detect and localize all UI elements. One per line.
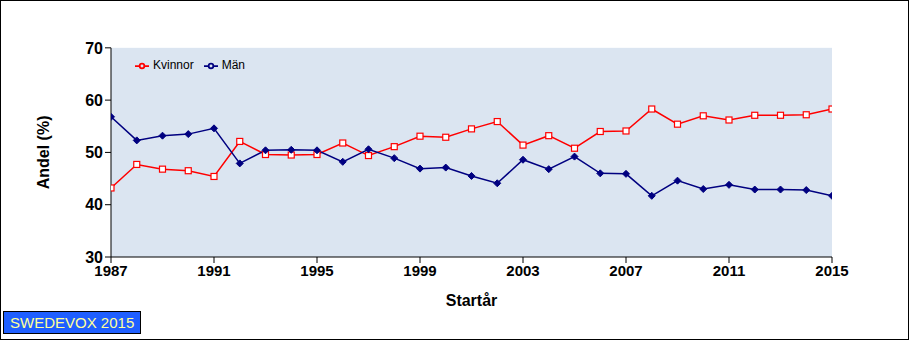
- html-text:SWEDEVOX 2015: SWEDEVOX 2015: [10, 314, 135, 331]
- svg-text:2007: 2007: [609, 262, 642, 279]
- svg-text:2011: 2011: [713, 262, 746, 279]
- svg-text:2003: 2003: [506, 262, 539, 279]
- svg-text:1991: 1991: [197, 262, 230, 279]
- html-text:Kvinnor: Kvinnor: [153, 58, 194, 72]
- svg-text:40: 40: [85, 196, 103, 213]
- svg-text:1999: 1999: [403, 262, 436, 279]
- html-text:Män: Män: [221, 58, 245, 72]
- svg-text:70: 70: [85, 40, 103, 57]
- svg-text:1995: 1995: [300, 262, 333, 279]
- svg-text:30: 30: [85, 249, 103, 266]
- svg-text:50: 50: [85, 144, 103, 161]
- svg-text:60: 60: [85, 92, 103, 109]
- svg-text:Andel (%): Andel (%): [35, 116, 52, 190]
- svg-text:2015: 2015: [815, 262, 848, 279]
- svg-text:1987: 1987: [94, 261, 128, 279]
- svg-text:Startår: Startår: [446, 292, 498, 309]
